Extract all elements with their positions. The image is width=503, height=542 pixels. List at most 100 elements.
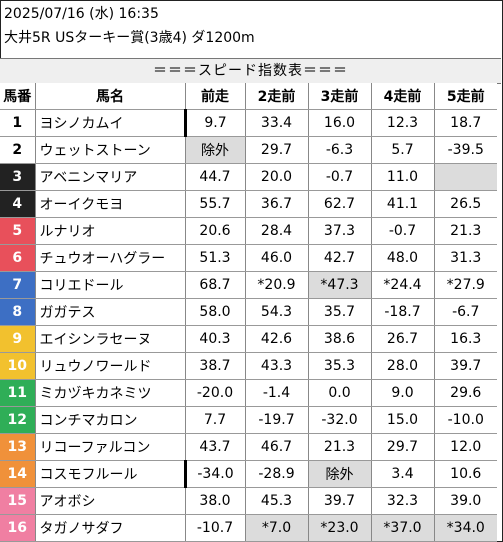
table-row: 12 コンチマカロン 7.7 -19.7 -32.0 15.0 -10.0 [0, 406, 497, 434]
speed-index-cell [434, 163, 497, 191]
speed-index-cell: 62.7 [308, 190, 372, 218]
speed-index-cell: 29.7 [245, 136, 309, 164]
speed-index-cell: -28.9 [245, 460, 309, 488]
speed-index-cell: 32.3 [371, 487, 435, 515]
speed-index-cell: 5.7 [371, 136, 435, 164]
speed-index-cell: 15.0 [371, 406, 435, 434]
speed-index-cell: 41.1 [371, 190, 435, 218]
speed-index-cell: *37.0 [371, 514, 435, 542]
speed-index-cell: 28.0 [371, 352, 435, 380]
speed-index-cell: 21.3 [308, 433, 372, 461]
speed-index-cell: 16.3 [434, 325, 497, 353]
horse-name-cell: アオボシ [35, 487, 186, 515]
horse-number-cell: 14 [0, 460, 36, 488]
speed-index-cell: *7.0 [245, 514, 309, 542]
speed-index-cell: 31.3 [434, 244, 497, 272]
horse-name-cell: コスモフルール [35, 460, 187, 488]
horse-name-cell: コリエドール [35, 271, 186, 299]
speed-index-cell: 44.7 [185, 163, 246, 191]
table-row: 1 ヨシノカムイ 9.7 33.4 16.0 12.3 18.7 [0, 109, 497, 137]
col-header-last-race: 前走 [185, 83, 246, 110]
speed-index-cell: *23.0 [308, 514, 372, 542]
horse-number-cell: 1 [0, 109, 36, 137]
speed-index-cell: -10.0 [434, 406, 497, 434]
horse-number-cell: 13 [0, 433, 36, 461]
speed-index-cell: -19.7 [245, 406, 309, 434]
speed-index-cell: 29.6 [434, 379, 497, 407]
col-header-horse-name: 馬名 [35, 83, 186, 110]
speed-index-cell: 48.0 [371, 244, 435, 272]
speed-index-cell: 39.7 [434, 352, 497, 380]
race-title: 大井5R USターキー賞(3歳4) ダ1200m [4, 30, 255, 46]
horse-name-cell: リュウノワールド [35, 352, 186, 380]
speed-index-cell: 18.7 [434, 109, 497, 137]
datetime-text: 2025/07/16 (水) 16:35 [4, 6, 159, 22]
horse-name-cell: ミカヅキカネミツ [35, 379, 186, 407]
table-row: 8 ガガテス 58.0 54.3 35.7 -18.7 -6.7 [0, 298, 497, 326]
horse-number-cell: 4 [0, 190, 36, 218]
table-header-row: 馬番 馬名 前走 2走前 3走前 4走前 5走前 [0, 83, 497, 110]
horse-number-cell: 8 [0, 298, 36, 326]
speed-index-cell: 28.4 [245, 217, 309, 245]
speed-index-cell: 43.3 [245, 352, 309, 380]
speed-index-cell: 35.7 [308, 298, 372, 326]
table-row: 14 コスモフルール -34.0 -28.9 除外 3.4 10.6 [0, 460, 497, 488]
speed-index-cell: 12.0 [434, 433, 497, 461]
speed-index-cell: 68.7 [185, 271, 246, 299]
col-header-4-races-ago: 4走前 [371, 83, 435, 110]
col-header-5-races-ago: 5走前 [434, 83, 497, 110]
horse-number-cell: 10 [0, 352, 36, 380]
speed-index-cell: 20.0 [245, 163, 309, 191]
col-header-number: 馬番 [0, 83, 36, 110]
horse-name-cell: チュウオーハグラー [35, 244, 186, 272]
table-row: 5 ルナリオ 20.6 28.4 37.3 -0.7 21.3 [0, 217, 497, 245]
horse-number-cell: 12 [0, 406, 36, 434]
speed-index-cell: 除外 [308, 460, 372, 488]
horse-name-cell: アベニンマリア [35, 163, 186, 191]
speed-index-cell: 40.3 [185, 325, 246, 353]
table-row: 9 エイシンラセーヌ 40.3 42.6 38.6 26.7 16.3 [0, 325, 497, 353]
horse-name-cell: ウェットストーン [35, 136, 186, 164]
speed-index-cell: 12.3 [371, 109, 435, 137]
speed-index-cell: 29.7 [371, 433, 435, 461]
speed-index-cell: 39.7 [308, 487, 372, 515]
horse-number-cell: 5 [0, 217, 36, 245]
table-row: 7 コリエドール 68.7 *20.9 *47.3 *24.4 *27.9 [0, 271, 497, 299]
speed-index-cell: -34.0 [185, 460, 246, 488]
speed-index-cell: 43.7 [185, 433, 246, 461]
speed-index-cell: -10.7 [185, 514, 246, 542]
speed-index-cell: 36.7 [245, 190, 309, 218]
speed-index-cell: 46.7 [245, 433, 309, 461]
speed-index-cell: 51.3 [185, 244, 246, 272]
speed-index-cell: -6.3 [308, 136, 372, 164]
horse-number-cell: 9 [0, 325, 36, 353]
speed-index-cell: *47.3 [308, 271, 372, 299]
horse-name-cell: ヨシノカムイ [35, 109, 187, 137]
horse-number-cell: 11 [0, 379, 36, 407]
speed-index-cell: 3.4 [371, 460, 435, 488]
speed-index-cell: 37.3 [308, 217, 372, 245]
speed-index-cell: 21.3 [434, 217, 497, 245]
speed-index-cell: 10.6 [434, 460, 497, 488]
speed-index-cell: -18.7 [371, 298, 435, 326]
speed-index-cell: -39.5 [434, 136, 497, 164]
speed-index-cell: 58.0 [185, 298, 246, 326]
table-row: 3 アベニンマリア 44.7 20.0 -0.7 11.0 [0, 163, 497, 191]
table-row: 4 オーイクモヨ 55.7 36.7 62.7 41.1 26.5 [0, 190, 497, 218]
speed-index-cell: 33.4 [245, 109, 309, 137]
speed-index-cell: 20.6 [185, 217, 246, 245]
speed-index-cell: 7.7 [185, 406, 246, 434]
speed-index-cell: 54.3 [245, 298, 309, 326]
speed-index-cell: *24.4 [371, 271, 435, 299]
horse-number-cell: 16 [0, 514, 36, 542]
horse-number-cell: 3 [0, 163, 36, 191]
speed-index-cell: 42.7 [308, 244, 372, 272]
table-row: 13 リコーファルコン 43.7 46.7 21.3 29.7 12.0 [0, 433, 497, 461]
col-header-2-races-ago: 2走前 [245, 83, 309, 110]
horse-name-cell: エイシンラセーヌ [35, 325, 186, 353]
speed-index-table: 馬番 馬名 前走 2走前 3走前 4走前 5走前 1 ヨシノカムイ 9.7 33.4 1… [0, 83, 497, 542]
speed-index-cell: 38.6 [308, 325, 372, 353]
speed-index-cell: -20.0 [185, 379, 246, 407]
speed-index-cell: *27.9 [434, 271, 497, 299]
speed-index-cell: 38.7 [185, 352, 246, 380]
